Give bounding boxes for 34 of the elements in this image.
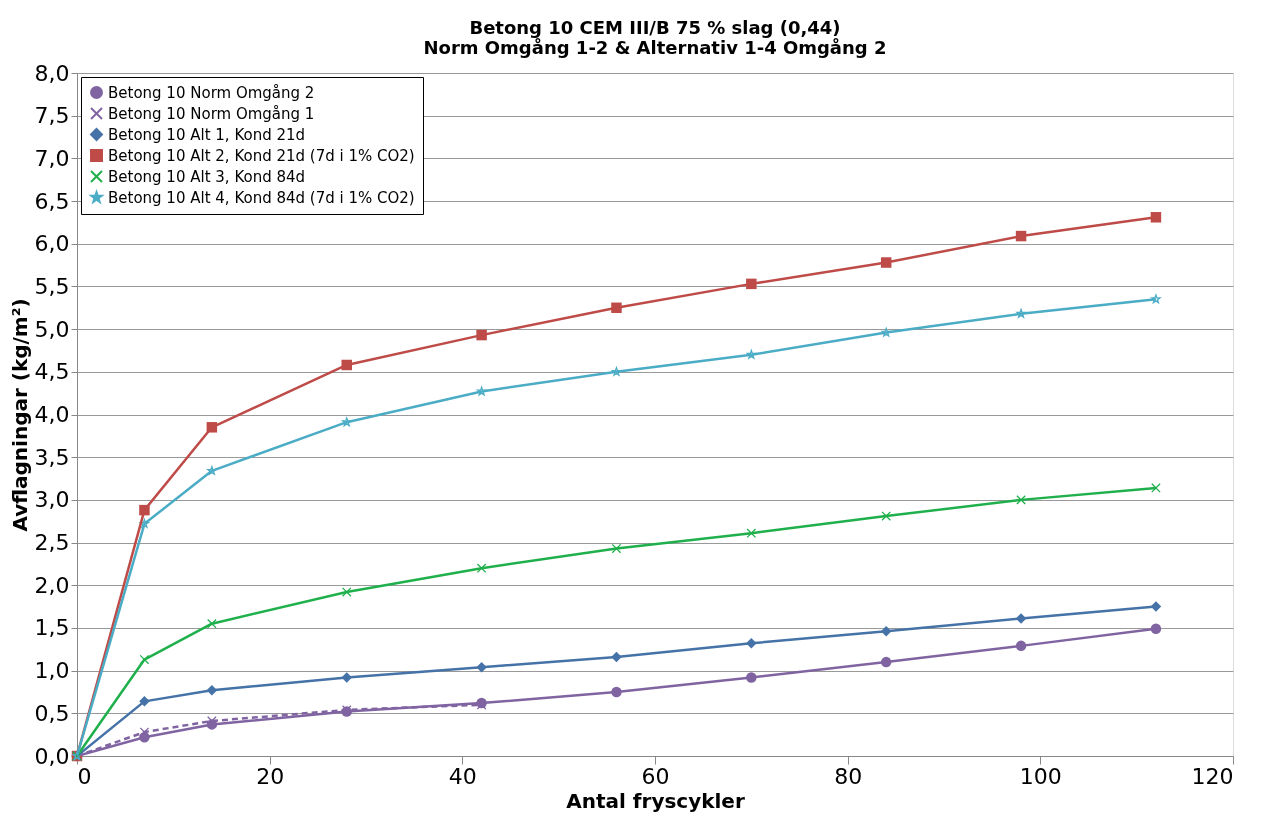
- y-axis-title: Avflagningar (kg/m²): [7, 298, 32, 532]
- y-tick-label: 3,5: [34, 444, 70, 470]
- y-tick-label: 1,0: [34, 658, 70, 684]
- y-tick-label: 6,0: [34, 231, 70, 257]
- x-tick-label: 60: [641, 763, 670, 789]
- text: Norm Omgång 1-2 & Alternativ 1-4 Omgång 2: [423, 37, 887, 58]
- legend-label: Betong 10 Norm Omgång 2: [108, 83, 315, 102]
- x-tick-label: 40: [448, 763, 477, 789]
- y-tick-label: 4,5: [34, 359, 70, 385]
- y-tick-label: 5,5: [34, 273, 70, 299]
- x-tick-label: 100: [1019, 763, 1062, 789]
- x-axis-title: Antal fryscykler: [566, 788, 745, 813]
- y-tick-label: 1,5: [34, 615, 70, 641]
- y-tick-label: 0,0: [34, 743, 70, 769]
- legend-label: Betong 10 Norm Omgång 1: [108, 104, 315, 123]
- x-tick-label: 120: [1191, 763, 1234, 789]
- x-tick-label: 0: [77, 763, 92, 789]
- x-tick-label: 80: [834, 763, 863, 789]
- text: Betong 10 CEM III/B 75 % slag (0,44): [469, 17, 841, 38]
- legend-label: Betong 10 Alt 3, Kond 84d: [108, 167, 306, 186]
- y-tick-label: 4,0: [34, 402, 70, 427]
- x-tick-label: 20: [256, 763, 285, 789]
- y-tick-label: 5,0: [34, 316, 70, 342]
- y-tick-label: 7,0: [34, 145, 70, 171]
- y-tick-label: 0,5: [34, 700, 70, 726]
- y-tick-label: 6,5: [34, 188, 70, 214]
- legend-label: Betong 10 Alt 1, Kond 21d: [108, 125, 306, 144]
- y-tick-label: 8,0: [34, 60, 70, 86]
- y-tick-label: 2,5: [34, 530, 70, 556]
- y-tick-label: 2,0: [34, 572, 70, 598]
- y-tick-label: 3,0: [34, 487, 70, 513]
- legend-label: Betong 10 Alt 4, Kond 84d (7d i 1% CO2): [108, 188, 415, 207]
- legend-label: Betong 10 Alt 2, Kond 21d (7d i 1% CO2): [108, 146, 415, 165]
- y-tick-label: 7,5: [34, 103, 70, 129]
